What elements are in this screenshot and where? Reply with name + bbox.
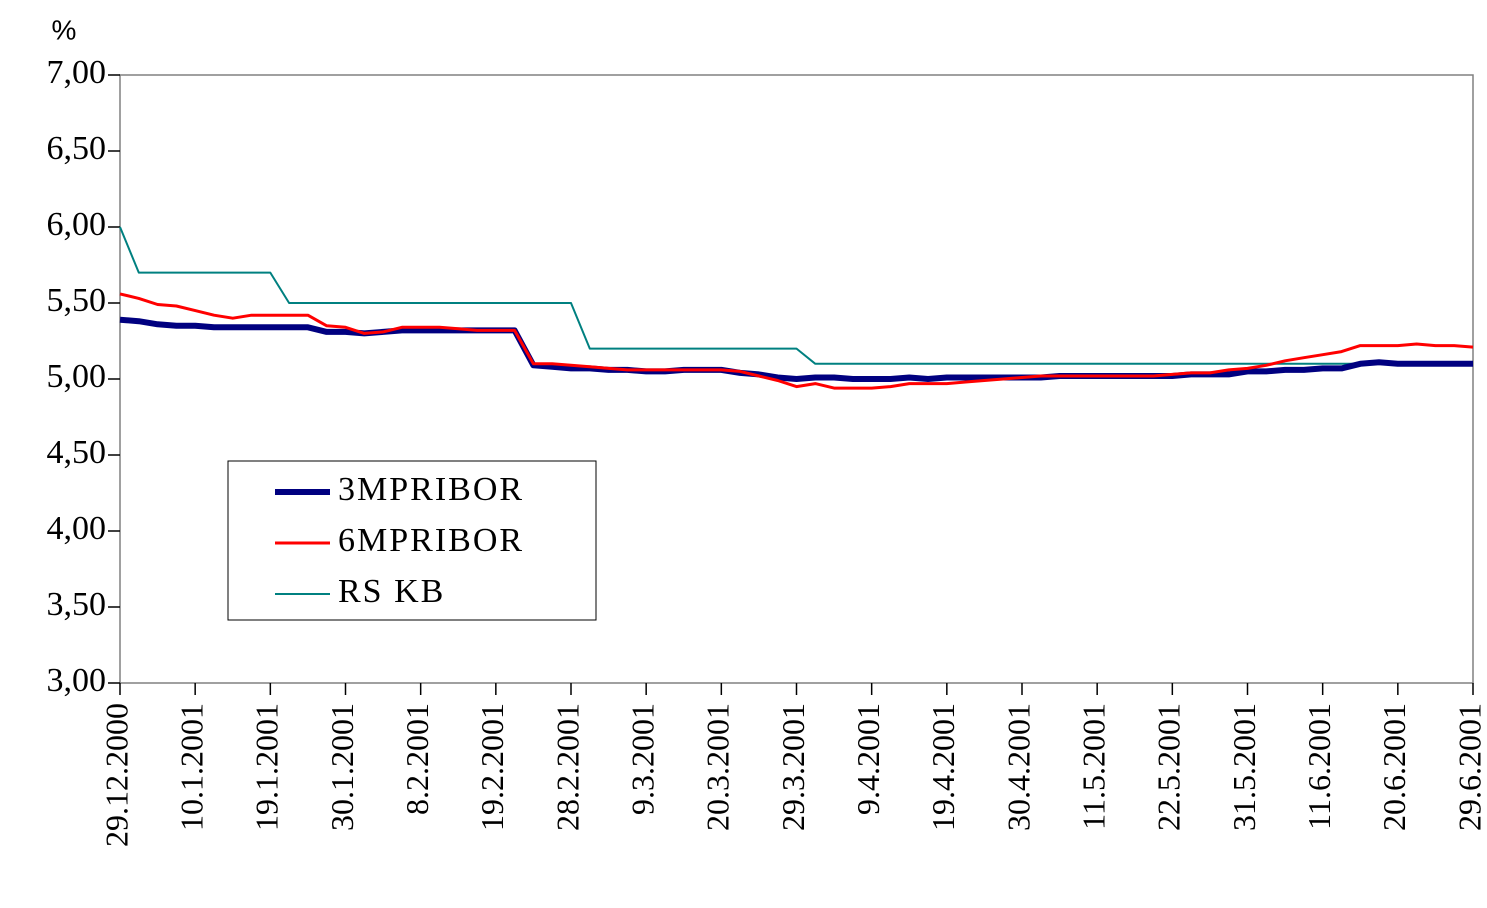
- y-tick-label: 5,00: [47, 358, 107, 395]
- x-tick-label: 8.2.2001: [399, 703, 435, 815]
- x-tick-label: 29.12.2000: [98, 703, 134, 847]
- y-axis-label: %: [52, 14, 77, 45]
- x-tick-label: 20.3.2001: [700, 703, 736, 831]
- x-tick-label: 19.1.2001: [249, 703, 285, 831]
- series-line: [119, 292, 1474, 390]
- legend-label: 3MPRIBOR: [338, 471, 524, 508]
- y-tick-label: 4,00: [47, 510, 107, 547]
- legend-label: 6MPRIBOR: [338, 522, 524, 559]
- x-tick-label: 20.6.2001: [1376, 703, 1412, 831]
- y-tick-label: 4,50: [47, 434, 107, 471]
- x-tick-label: 29.3.2001: [775, 703, 811, 831]
- y-tick-label: 6,00: [47, 206, 107, 243]
- x-tick-label: 31.5.2001: [1226, 703, 1262, 831]
- legend-label: RS KB: [338, 573, 445, 610]
- x-tick-label: 30.4.2001: [1000, 703, 1036, 831]
- series-line: [119, 226, 1473, 365]
- x-tick-label: 11.5.2001: [1076, 703, 1112, 830]
- x-tick-label: 28.2.2001: [549, 703, 585, 831]
- series-line: [119, 316, 1473, 382]
- x-tick-label: 9.3.2001: [625, 703, 661, 815]
- y-tick-label: 5,50: [47, 282, 107, 319]
- y-tick-label: 7,00: [47, 54, 107, 91]
- x-tick-label: 10.1.2001: [174, 703, 210, 831]
- y-tick-label: 3,00: [47, 662, 107, 699]
- x-tick-label: 11.6.2001: [1301, 703, 1337, 830]
- x-tick-label: 9.4.2001: [850, 703, 886, 815]
- x-tick-label: 19.2.2001: [474, 703, 510, 831]
- x-tick-label: 30.1.2001: [324, 703, 360, 831]
- y-tick-label: 3,50: [47, 586, 107, 623]
- x-tick-label: 29.6.2001: [1451, 703, 1487, 831]
- y-tick-label: 6,50: [47, 130, 107, 167]
- x-tick-label: 19.4.2001: [925, 703, 961, 831]
- x-tick-label: 22.5.2001: [1151, 703, 1187, 831]
